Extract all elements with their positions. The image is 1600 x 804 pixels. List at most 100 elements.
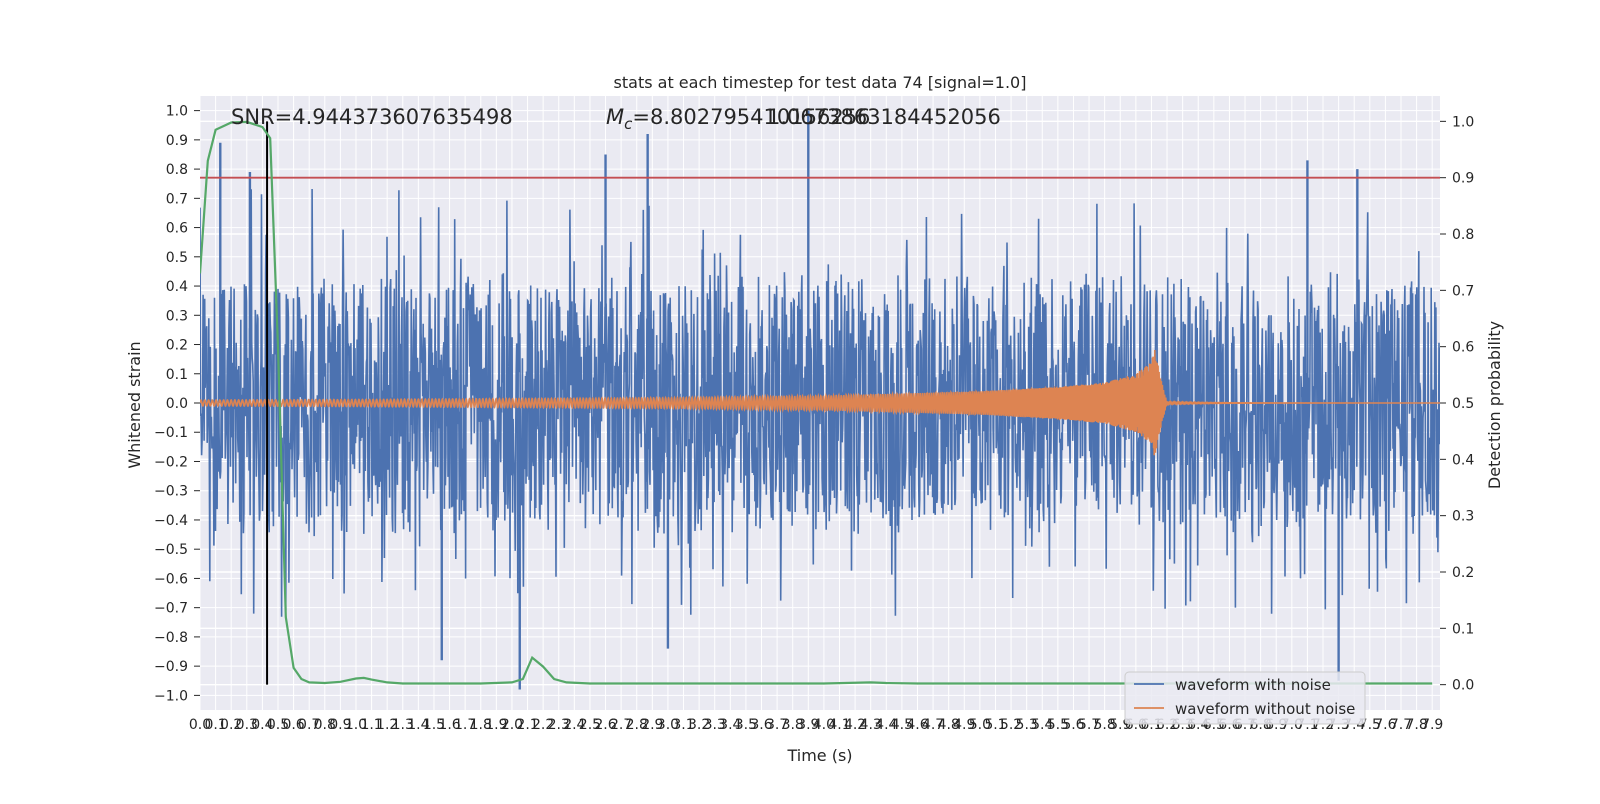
overlap-annotation: 1.0673863184452056	[767, 105, 1001, 129]
y-right-tick-label: 0.8	[1452, 227, 1474, 243]
y-left-tick-label: −1.0	[154, 688, 188, 704]
x-tick-label: 4.1	[828, 717, 850, 733]
y-right-tick-label: 0.6	[1452, 340, 1474, 356]
y-left-tick-label: 0.8	[166, 162, 188, 178]
y-left-tick-label: 0.0	[166, 396, 188, 412]
x-tick-label: 4.5	[891, 717, 913, 733]
x-tick-label: 4.6	[906, 717, 928, 733]
y-left-tick-label: −0.3	[154, 484, 188, 500]
x-tick-label: 3.6	[750, 717, 772, 733]
y-right-tick-label: 0.4	[1452, 452, 1474, 468]
y-left-tick-label: 0.2	[166, 338, 188, 354]
y-left-tick-label: −0.6	[154, 571, 188, 587]
x-tick-label: 1.1	[360, 717, 382, 733]
x-tick-label: 2.8	[626, 717, 648, 733]
x-tick-label: 2.7	[610, 717, 632, 733]
legend-box	[1124, 671, 1366, 725]
y-left-tick-label: 0.3	[166, 308, 188, 324]
x-tick-label: 4.8	[938, 717, 960, 733]
y-left-tick-label: −0.8	[154, 630, 188, 646]
series-waveform-with-noise	[200, 110, 1440, 690]
legend-label-waveform-with-noise: waveform with noise	[1175, 676, 1331, 694]
y-left-tick-label: −0.7	[154, 601, 188, 617]
y-left-tick-label: −0.9	[154, 659, 188, 675]
x-tick-label: 3.2	[688, 717, 710, 733]
x-tick-label: 7.6	[1374, 717, 1396, 733]
x-tick-label: 0.1	[204, 717, 226, 733]
y-left-tick-label: 0.6	[166, 221, 188, 237]
y-left-tick-label: −0.4	[154, 513, 188, 529]
x-tick-label: 3.9	[797, 717, 819, 733]
y-left-tick-label: 1.0	[166, 104, 188, 120]
x-tick-label: 7.9	[1421, 717, 1443, 733]
series-detection-probability	[200, 120, 1433, 685]
x-tick-label: 5.2	[1000, 717, 1022, 733]
y-left-tick-label: 0.7	[166, 191, 188, 207]
y-left-tick-label: −0.1	[154, 425, 188, 441]
x-tick-label: 3.5	[735, 717, 757, 733]
y-left-tick-label: −0.2	[154, 454, 188, 470]
y-right-tick-label: 0.2	[1452, 565, 1474, 581]
x-tick-label: 2.4	[563, 717, 585, 733]
x-tick-label: 2.0	[501, 717, 523, 733]
y-left-tick-label: 0.4	[166, 279, 188, 295]
x-tick-label: 2.9	[641, 717, 663, 733]
x-tick-label: 5.4	[1031, 717, 1053, 733]
x-tick-label: 3.7	[766, 717, 788, 733]
chart-title: stats at each timestep for test data 74 …	[614, 73, 1027, 92]
legend: waveform with noise waveform without noi…	[1124, 671, 1366, 725]
x-tick-label: 5.1	[984, 717, 1006, 733]
y-right-tick-label: 0.1	[1452, 621, 1474, 637]
x-tick-label: 5.0	[969, 717, 991, 733]
x-tick-label: 1.9	[485, 717, 507, 733]
y-right-tick-label: 1.0	[1452, 114, 1474, 130]
x-tick-label: 0.7	[298, 717, 320, 733]
y-axis-right-label: Detection probability	[1485, 321, 1504, 489]
y-right-tick-label: 0.5	[1452, 396, 1474, 412]
x-tick-label: 3.4	[719, 717, 741, 733]
y-right-tick-label: 0.0	[1452, 678, 1474, 694]
series-waveform-without-noise	[200, 350, 1440, 456]
x-tick-label: 5.3	[1016, 717, 1038, 733]
probability-curve	[200, 120, 1433, 685]
x-tick-label: 5.5	[1047, 717, 1069, 733]
x-axis-ticks: 0.00.10.20.30.40.50.60.70.80.91.01.11.21…	[189, 717, 1443, 733]
x-tick-label: 1.2	[376, 717, 398, 733]
x-tick-label: 0.6	[282, 717, 304, 733]
clean-waveform-trace	[200, 350, 1440, 456]
x-tick-label: 2.5	[579, 717, 601, 733]
x-tick-label: 7.7	[1390, 717, 1412, 733]
x-tick-label: 0.2	[220, 717, 242, 733]
x-tick-label: 4.3	[860, 717, 882, 733]
x-tick-label: 1.8	[470, 717, 492, 733]
x-tick-label: 7.8	[1405, 717, 1427, 733]
x-tick-label: 4.0	[813, 717, 835, 733]
x-tick-label: 2.6	[594, 717, 616, 733]
noisy-waveform-trace	[200, 188, 1440, 617]
x-tick-label: 4.4	[875, 717, 897, 733]
x-tick-label: 0.0	[189, 717, 211, 733]
x-tick-label: 1.0	[345, 717, 367, 733]
x-tick-label: 0.8	[314, 717, 336, 733]
y-left-tick-label: −0.5	[154, 542, 188, 558]
x-tick-label: 1.6	[438, 717, 460, 733]
x-tick-label: 4.9	[953, 717, 975, 733]
x-tick-label: 2.3	[548, 717, 570, 733]
x-tick-label: 1.5	[423, 717, 445, 733]
x-tick-label: 1.4	[407, 717, 429, 733]
y-right-tick-label: 0.7	[1452, 283, 1474, 299]
y-left-tick-label: 0.9	[166, 133, 188, 149]
y-right-tick-label: 0.3	[1452, 509, 1474, 525]
x-axis-label: Time (s)	[786, 746, 852, 765]
y-right-tick-label: 0.9	[1452, 171, 1474, 187]
x-tick-label: 2.1	[516, 717, 538, 733]
x-tick-label: 3.3	[704, 717, 726, 733]
x-tick-label: 0.9	[329, 717, 351, 733]
legend-label-waveform-without-noise: waveform without noise	[1175, 700, 1355, 718]
snr-annotation: SNR=4.944373607635498	[231, 105, 513, 129]
x-tick-label: 1.3	[392, 717, 414, 733]
x-tick-label: 0.5	[267, 717, 289, 733]
x-tick-label: 1.7	[454, 717, 476, 733]
